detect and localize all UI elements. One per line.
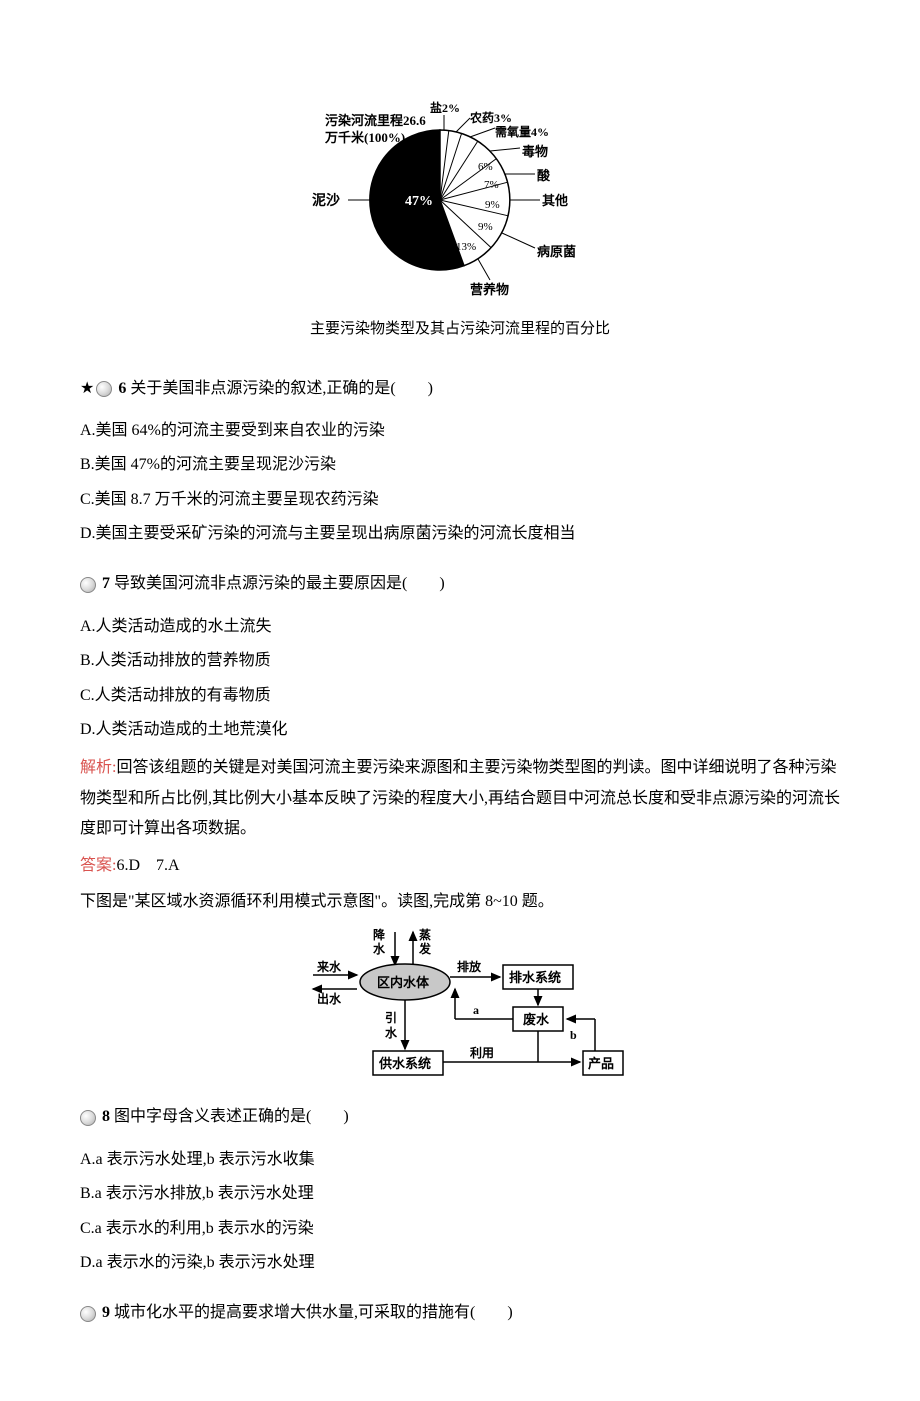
- analysis-label: 解析:: [80, 759, 116, 776]
- q7-option-a: A.人类活动造成的水土流失: [80, 612, 840, 642]
- flow-evap-1: 蒸: [419, 927, 431, 942]
- q6-option-b: B.美国 47%的河流主要呈现泥沙污染: [80, 450, 840, 480]
- flow-rain-2: 水: [373, 941, 386, 956]
- pie-lbl-pathogen: 病原菌: [537, 244, 576, 259]
- pie-pct-9a: 9%: [485, 199, 500, 211]
- pie-title-1: 污染河流里程26.6: [325, 113, 426, 128]
- star-icon: ★: [80, 374, 94, 404]
- flow-b: b: [570, 1028, 577, 1042]
- q7-num: 7: [102, 569, 110, 599]
- q8-option-b: B.a 表示污水排放,b 表示污水处理: [80, 1179, 840, 1209]
- analysis-67: 解析:回答该组题的关键是对美国河流主要污染来源图和主要污染物类型图的判读。图中详…: [80, 753, 840, 844]
- q7-option-c: C.人类活动排放的有毒物质: [80, 681, 840, 711]
- answer-text: 6.D 7.A: [116, 857, 179, 874]
- pie-lbl-salt: 盐2%: [430, 100, 460, 115]
- q9-header: 9 城市化水平的提高要求增大供水量,可采取的措施有( ): [80, 1298, 840, 1328]
- pie-lbl-acid: 酸: [537, 168, 551, 183]
- bullet-icon: [96, 381, 112, 397]
- q7-option-b: B.人类活动排放的营养物质: [80, 646, 840, 676]
- pie-lbl-oxy: 需氧量4%: [495, 124, 549, 139]
- flow-drain: 排水系统: [509, 970, 561, 985]
- flow-inner: 区内水体: [377, 975, 430, 990]
- q8-header: 8 图中字母含义表述正确的是( ): [80, 1102, 840, 1132]
- q6-option-c: C.美国 8.7 万千米的河流主要呈现农药污染: [80, 485, 840, 515]
- pie-chart-container: 污染河流里程26.6 万千米(100%) 47% 泥沙 6% 7% 9%: [80, 100, 840, 300]
- flow-chart-container: 降 水 蒸 发 来水 出水 区内水体 排放 排水系统 废水 a b: [80, 927, 840, 1082]
- flow-evap-2: 发: [418, 941, 432, 956]
- pie-lbl-toxin: 毒物: [522, 144, 548, 159]
- pie-pct-13: 13%: [456, 241, 476, 253]
- answer-67: 答案:6.D 7.A: [80, 851, 840, 881]
- q8-option-a: A.a 表示污水处理,b 表示污水收集: [80, 1145, 840, 1175]
- bullet-icon: [80, 577, 96, 593]
- q8-option-c: C.a 表示水的利用,b 表示水的污染: [80, 1214, 840, 1244]
- pie-pct-7: 7%: [484, 179, 499, 191]
- q6-num: 6: [118, 374, 126, 404]
- flow-discharge: 排放: [457, 959, 482, 974]
- pie-lbl-other: 其他: [542, 193, 568, 208]
- flow-waste: 废水: [523, 1012, 550, 1027]
- pie-label-nisha: 泥沙: [312, 192, 340, 209]
- q8-num: 8: [102, 1102, 110, 1132]
- flow-product: 产品: [588, 1056, 614, 1071]
- pie-pct-9b: 9%: [478, 221, 493, 233]
- flow-out: 出水: [317, 991, 342, 1006]
- flow-draw2: 水: [385, 1025, 398, 1040]
- q6-option-d: D.美国主要受采矿污染的河流与主要呈现出病原菌污染的河流长度相当: [80, 519, 840, 549]
- followup-text: 下图是"某区域水资源循环利用模式示意图"。读图,完成第 8~10 题。: [80, 887, 840, 917]
- flow-supply: 供水系统: [378, 1056, 431, 1071]
- flow-use: 利用: [470, 1045, 494, 1060]
- pie-chart-svg: 污染河流里程26.6 万千米(100%) 47% 泥沙 6% 7% 9%: [275, 100, 645, 300]
- pie-lbl-nutrient: 营养物: [470, 282, 509, 297]
- flow-a: a: [473, 1003, 479, 1017]
- q6-text: 关于美国非点源污染的叙述,正确的是( ): [130, 374, 433, 404]
- flow-chart-svg: 降 水 蒸 发 来水 出水 区内水体 排放 排水系统 废水 a b: [295, 927, 625, 1082]
- flow-draw1: 引: [385, 1011, 397, 1025]
- flow-in: 来水: [316, 959, 342, 974]
- analysis-text: 回答该组题的关键是对美国河流主要污染来源图和主要污染物类型图的判读。图中详细说明…: [80, 759, 840, 837]
- q7-text: 导致美国河流非点源污染的最主要原因是( ): [114, 569, 445, 599]
- pie-lbl-pesticide: 农药3%: [469, 110, 512, 125]
- q7-header: 7 导致美国河流非点源污染的最主要原因是( ): [80, 569, 840, 599]
- flow-rain-1: 降: [373, 927, 386, 942]
- q6-header: ★ 6 关于美国非点源污染的叙述,正确的是( ): [80, 374, 840, 404]
- q8-text: 图中字母含义表述正确的是( ): [114, 1102, 349, 1132]
- bullet-icon: [80, 1110, 96, 1126]
- pie-big-pct: 47%: [405, 194, 433, 209]
- q9-text: 城市化水平的提高要求增大供水量,可采取的措施有( ): [114, 1298, 513, 1328]
- pie-chart-caption: 主要污染物类型及其占污染河流里程的百分比: [80, 315, 840, 344]
- q6-option-a: A.美国 64%的河流主要受到来自农业的污染: [80, 416, 840, 446]
- bullet-icon: [80, 1306, 96, 1322]
- pie-pct-6: 6%: [478, 161, 493, 173]
- q7-option-d: D.人类活动造成的土地荒漠化: [80, 715, 840, 745]
- q9-num: 9: [102, 1298, 110, 1328]
- answer-label: 答案:: [80, 857, 116, 874]
- q8-option-d: D.a 表示水的污染,b 表示污水处理: [80, 1248, 840, 1278]
- pie-title-2: 万千米(100%): [324, 130, 405, 145]
